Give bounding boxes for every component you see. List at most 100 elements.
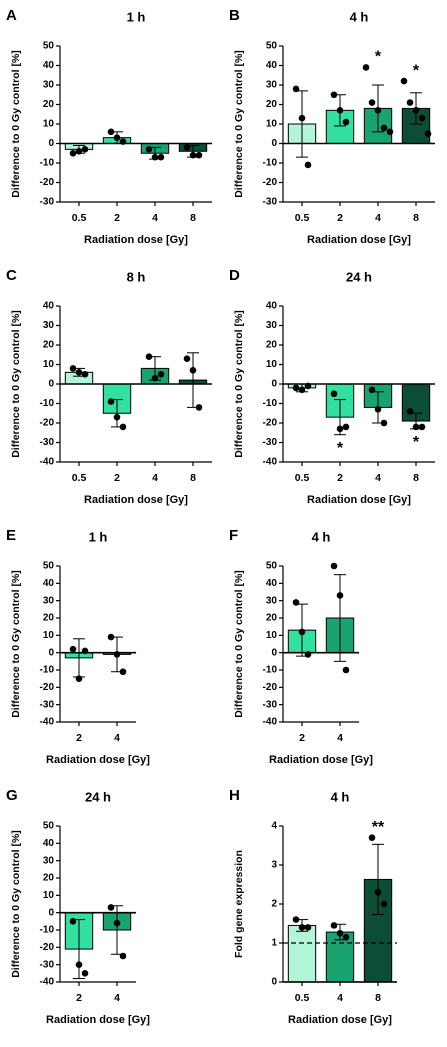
x-axis-label: Radiation dose [Gy] bbox=[84, 494, 188, 506]
x-tick-label: 8 bbox=[375, 992, 381, 1004]
data-point bbox=[107, 128, 115, 136]
data-point bbox=[368, 386, 376, 394]
y-tick-label: 2 bbox=[271, 899, 277, 910]
panel-title: 1 h bbox=[89, 529, 108, 544]
data-point bbox=[292, 85, 300, 93]
x-axis-label: Radiation dose [Gy] bbox=[269, 754, 373, 766]
y-tick-label: -30 bbox=[40, 437, 55, 448]
y-tick-label: 30 bbox=[43, 80, 55, 91]
y-axis-label: Difference to 0 Gy control [%] bbox=[233, 570, 245, 718]
y-tick-label: -20 bbox=[263, 418, 278, 429]
data-point bbox=[424, 130, 432, 138]
data-point bbox=[81, 970, 89, 977]
panel-title: 4 h bbox=[350, 9, 369, 24]
data-point bbox=[336, 107, 344, 114]
y-tick-label: 30 bbox=[266, 80, 278, 91]
x-axis-label: Radiation dose [Gy] bbox=[84, 234, 188, 246]
data-point bbox=[183, 144, 191, 151]
x-axis-label: Radiation dose [Gy] bbox=[307, 494, 411, 506]
panel: B 4 h Difference to 0 Gy control [%] Radiat… bbox=[229, 7, 435, 246]
data-point bbox=[330, 91, 338, 99]
y-tick-label: 20 bbox=[43, 613, 55, 624]
bar bbox=[287, 924, 317, 983]
data-point bbox=[406, 408, 414, 415]
y-tick-label: -10 bbox=[40, 398, 55, 409]
panel-letter: C bbox=[6, 267, 17, 284]
data-point bbox=[81, 370, 89, 378]
y-tick-label: -40 bbox=[40, 717, 55, 728]
x-tick-label: 2 bbox=[76, 992, 82, 1004]
data-point bbox=[330, 922, 338, 929]
y-tick-label: -30 bbox=[40, 959, 55, 970]
y-tick-label: 20 bbox=[266, 613, 278, 624]
y-tick-label: -20 bbox=[40, 682, 55, 693]
y-tick-label: -10 bbox=[263, 665, 278, 676]
panel-title: 24 h bbox=[346, 269, 372, 284]
panel-letter: G bbox=[6, 787, 18, 804]
data-point bbox=[304, 161, 312, 169]
y-axis-label: Difference to 0 Gy control [%] bbox=[10, 50, 22, 198]
y-axis-label: Difference to 0 Gy control [%] bbox=[10, 570, 22, 718]
data-point bbox=[368, 99, 376, 106]
y-tick-label: 10 bbox=[43, 119, 55, 130]
data-point bbox=[342, 118, 350, 126]
y-tick-label: 40 bbox=[43, 60, 55, 71]
data-point bbox=[75, 675, 83, 682]
x-tick-label: 4 bbox=[152, 212, 158, 224]
data-point bbox=[69, 149, 77, 157]
panel-title: 8 h bbox=[127, 269, 146, 284]
y-tick-label: 50 bbox=[266, 41, 278, 52]
y-tick-label: -10 bbox=[263, 158, 278, 169]
data-point bbox=[151, 374, 159, 382]
data-point bbox=[75, 148, 83, 155]
y-tick-label: 20 bbox=[266, 340, 278, 351]
y-tick-label: -20 bbox=[40, 177, 55, 188]
data-point bbox=[75, 369, 83, 376]
y-tick-label: 30 bbox=[43, 855, 55, 866]
y-tick-label: 30 bbox=[43, 595, 55, 606]
significance-marker: * bbox=[375, 49, 382, 66]
data-point bbox=[107, 633, 115, 641]
panel-title: 24 h bbox=[85, 789, 111, 804]
panel-letter: H bbox=[229, 787, 240, 804]
y-tick-label: -10 bbox=[40, 925, 55, 936]
y-axis-label: Difference to 0 Gy control [%] bbox=[233, 50, 245, 198]
panel: G 24 h Difference to 0 Gy control [%] Radia… bbox=[6, 787, 150, 1026]
data-point bbox=[157, 370, 165, 378]
y-tick-label: 0 bbox=[271, 977, 277, 988]
y-tick-label: 10 bbox=[43, 890, 55, 901]
data-point bbox=[330, 562, 338, 570]
data-point bbox=[330, 390, 338, 398]
data-point bbox=[342, 933, 350, 941]
data-point bbox=[113, 919, 121, 927]
y-tick-label: 0 bbox=[48, 138, 54, 149]
x-axis-label: Radiation dose [Gy] bbox=[46, 754, 150, 766]
data-point bbox=[418, 423, 426, 431]
y-tick-label: 50 bbox=[43, 41, 55, 52]
data-point bbox=[336, 929, 344, 937]
y-tick-label: 40 bbox=[43, 301, 55, 312]
x-tick-label: 2 bbox=[337, 212, 343, 224]
data-point bbox=[113, 134, 121, 141]
x-axis-label: Radiation dose [Gy] bbox=[46, 1014, 150, 1026]
x-tick-label: 4 bbox=[375, 472, 381, 484]
x-tick-label: 2 bbox=[299, 732, 305, 744]
y-tick-label: 20 bbox=[43, 873, 55, 884]
data-point bbox=[336, 592, 344, 599]
data-point bbox=[400, 77, 408, 85]
y-tick-label: -40 bbox=[263, 457, 278, 468]
y-tick-label: 40 bbox=[266, 301, 278, 312]
y-tick-label: 10 bbox=[266, 359, 278, 370]
y-tick-label: 10 bbox=[43, 359, 55, 370]
y-tick-label: 1 bbox=[271, 938, 277, 949]
y-tick-label: -40 bbox=[263, 717, 278, 728]
y-tick-label: -30 bbox=[263, 437, 278, 448]
x-tick-label: 4 bbox=[337, 732, 343, 744]
y-tick-label: 40 bbox=[43, 838, 55, 849]
y-tick-label: -30 bbox=[263, 699, 278, 710]
x-tick-label: 8 bbox=[413, 472, 419, 484]
x-axis-label: Radiation dose [Gy] bbox=[307, 234, 411, 246]
data-point bbox=[406, 99, 414, 106]
data-point bbox=[298, 924, 306, 931]
panel-letter: F bbox=[229, 527, 238, 544]
